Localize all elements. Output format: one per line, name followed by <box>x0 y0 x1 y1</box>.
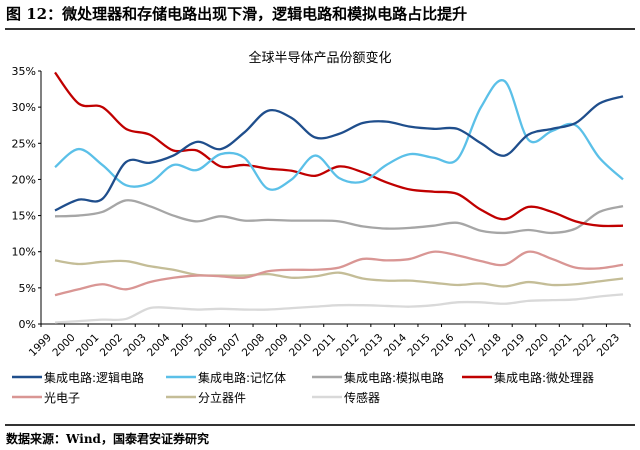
x-tick-label: 2012 <box>334 332 361 359</box>
top-rule <box>5 28 635 30</box>
y-tick-label: 35% <box>12 65 36 78</box>
series-line-7 <box>54 293 624 324</box>
x-tick-label: 2021 <box>547 332 574 359</box>
x-tick-label: 2001 <box>74 332 101 359</box>
legend-label: 集成电路:记忆体 <box>198 370 286 385</box>
x-tick-label: 2000 <box>50 332 77 359</box>
x-tick-label: 2020 <box>524 332 551 359</box>
x-tick-label: 2002 <box>98 332 125 359</box>
series-line-5 <box>54 250 624 297</box>
x-tick-label: 2005 <box>169 332 196 359</box>
series-line-3 <box>54 199 624 235</box>
chart-title: 全球半导体产品份额变化 <box>248 50 391 66</box>
x-tick-label: 2015 <box>405 332 432 359</box>
x-tick-label: 2007 <box>216 332 243 359</box>
x-tick-label: 2013 <box>358 332 385 359</box>
series-line-6 <box>54 259 624 288</box>
y-tick-label: 25% <box>12 137 36 150</box>
legend-label: 光电子 <box>44 391 80 405</box>
y-tick-label: 30% <box>12 101 36 114</box>
figure-title: 图 12：微处理器和存储电路出现下滑，逻辑电路和模拟电路占比提升 <box>6 5 468 23</box>
line-chart: 全球半导体产品份额变化 0%5%10%15%20%25%30%35%199920… <box>12 50 631 405</box>
y-tick-label: 20% <box>12 173 36 186</box>
y-tick-label: 15% <box>12 210 36 223</box>
x-tick-label: 2009 <box>263 332 290 359</box>
x-tick-label: 1999 <box>27 332 54 359</box>
x-tick-label: 2023 <box>595 332 622 359</box>
x-tick-label: 2022 <box>571 332 598 359</box>
y-tick-label: 0% <box>19 318 36 331</box>
x-tick-label: 2016 <box>429 331 457 359</box>
x-tick-label: 2003 <box>121 332 148 359</box>
y-tick-label: 10% <box>12 246 36 259</box>
x-tick-label: 2018 <box>476 332 503 359</box>
legend-label: 分立器件 <box>198 390 246 405</box>
x-tick-label: 2019 <box>500 332 527 359</box>
legend-label: 集成电路:逻辑电路 <box>44 370 144 385</box>
legend-label: 传感器 <box>344 390 380 405</box>
legend-label: 集成电路:微处理器 <box>494 370 594 385</box>
legend-label: 集成电路:模拟电路 <box>344 370 444 385</box>
x-tick-label: 2011 <box>311 332 338 359</box>
series-line-1 <box>54 95 624 212</box>
x-tick-label: 2004 <box>145 331 173 359</box>
x-tick-label: 2017 <box>453 332 480 359</box>
x-tick-label: 2006 <box>192 331 220 359</box>
x-tick-label: 2010 <box>287 332 314 359</box>
y-tick-label: 5% <box>19 282 36 295</box>
bottom-rule <box>5 424 635 426</box>
x-tick-label: 2008 <box>240 332 267 359</box>
series-line-2 <box>54 79 624 191</box>
source-note: 数据来源：Wind，国泰君安证券研究 <box>6 432 209 446</box>
x-tick-label: 2014 <box>382 331 410 359</box>
series-line-4 <box>54 71 624 228</box>
